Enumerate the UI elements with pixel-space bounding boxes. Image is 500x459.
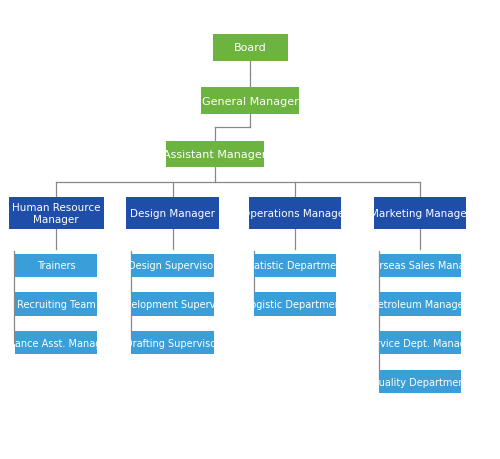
Text: Logistic Department: Logistic Department	[245, 299, 345, 309]
FancyBboxPatch shape	[254, 254, 336, 277]
FancyBboxPatch shape	[379, 293, 461, 316]
Text: Marketing Manager: Marketing Manager	[370, 208, 470, 218]
FancyBboxPatch shape	[379, 254, 461, 277]
FancyBboxPatch shape	[15, 293, 97, 316]
Text: Design Supervisor: Design Supervisor	[128, 261, 217, 271]
Text: Assistant Manager: Assistant Manager	[164, 150, 266, 160]
Text: Development Supervisor: Development Supervisor	[112, 299, 233, 309]
FancyBboxPatch shape	[8, 198, 104, 229]
Text: Service Dept. Manager: Service Dept. Manager	[364, 338, 476, 348]
Text: Quality Department: Quality Department	[371, 377, 469, 386]
FancyBboxPatch shape	[15, 331, 97, 355]
FancyBboxPatch shape	[254, 293, 336, 316]
FancyBboxPatch shape	[379, 331, 461, 355]
FancyBboxPatch shape	[166, 141, 264, 168]
FancyBboxPatch shape	[131, 254, 214, 277]
Text: Overseas Sales Manager: Overseas Sales Manager	[360, 261, 480, 271]
Text: Statistic Department: Statistic Department	[244, 261, 346, 271]
Text: Petroleum Manager: Petroleum Manager	[372, 299, 468, 309]
FancyBboxPatch shape	[248, 198, 341, 229]
Text: Design Manager: Design Manager	[130, 208, 215, 218]
Text: Finance Asst. Manager: Finance Asst. Manager	[1, 338, 111, 348]
FancyBboxPatch shape	[126, 198, 218, 229]
Text: Board: Board	[234, 43, 266, 53]
FancyBboxPatch shape	[374, 198, 466, 229]
FancyBboxPatch shape	[131, 293, 214, 316]
FancyBboxPatch shape	[201, 88, 298, 115]
Text: Trainers: Trainers	[36, 261, 76, 271]
Text: Operations Manager: Operations Manager	[242, 208, 348, 218]
FancyBboxPatch shape	[379, 370, 461, 393]
FancyBboxPatch shape	[212, 35, 288, 62]
Text: Recruiting Team: Recruiting Team	[16, 299, 96, 309]
FancyBboxPatch shape	[15, 254, 97, 277]
Text: General Manager: General Manager	[202, 96, 298, 106]
Text: Human Resource
Manager: Human Resource Manager	[12, 202, 100, 225]
Text: Drafting Supervisor: Drafting Supervisor	[125, 338, 220, 348]
FancyBboxPatch shape	[131, 331, 214, 355]
